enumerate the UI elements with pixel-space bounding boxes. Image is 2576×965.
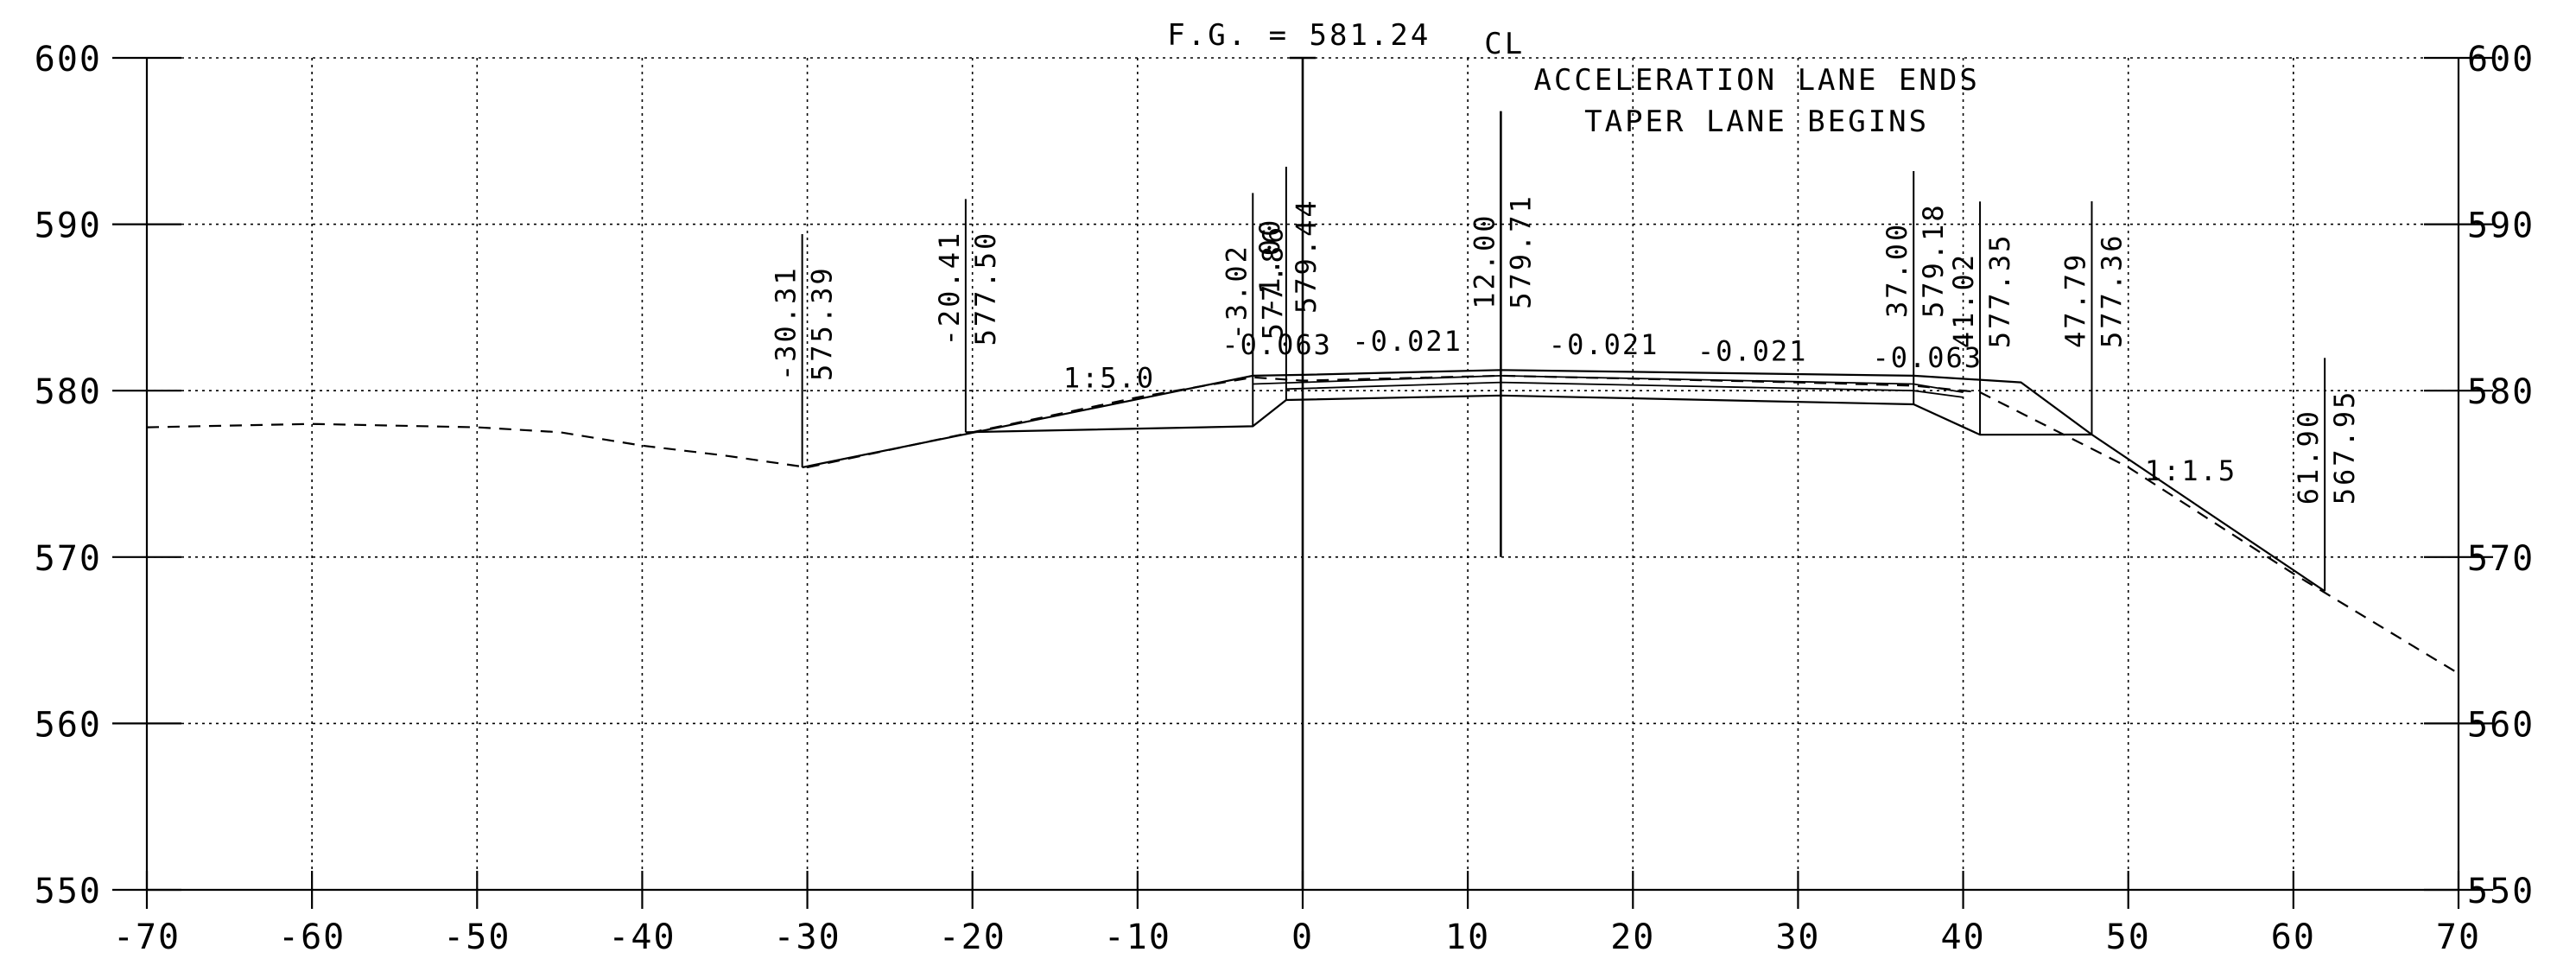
offset-value: -20.41 bbox=[933, 231, 966, 346]
finished-grade-label: F.G. = 581.24 bbox=[1167, 18, 1431, 53]
elevation-value: 579.44 bbox=[1290, 198, 1323, 314]
y-tick-label-right: 580 bbox=[2467, 372, 2535, 412]
elevation-value: 579.71 bbox=[1504, 194, 1537, 309]
y-tick-label-right: 600 bbox=[2467, 40, 2535, 79]
offset-value: 47.79 bbox=[2059, 252, 2091, 348]
offset-value: 61.90 bbox=[2292, 409, 2325, 505]
slope-label: -0.063 bbox=[1872, 341, 1983, 374]
note-taper-lane-begins: TAPER LANE BEGINS bbox=[1584, 105, 1929, 139]
elevation-value: 577.50 bbox=[969, 231, 1002, 346]
x-tick-label: -10 bbox=[1104, 917, 1171, 957]
y-axis-right: 550 560 570 580 590 600 bbox=[2424, 40, 2535, 911]
elevation-value: 575.39 bbox=[806, 265, 839, 381]
elevation-value: 577.36 bbox=[2095, 232, 2128, 348]
centerline-label: CL bbox=[1484, 27, 1525, 61]
finished-grade-line bbox=[802, 369, 2325, 593]
elevation-value: 579.18 bbox=[1917, 202, 1950, 318]
y-tick-label-left: 560 bbox=[35, 705, 102, 745]
pavement-layer-line bbox=[1253, 374, 1964, 393]
y-tick-label-right: 570 bbox=[2467, 539, 2535, 579]
x-tick-label: 70 bbox=[2436, 917, 2481, 957]
subgrade-line bbox=[965, 394, 2092, 436]
x-tick-label: -40 bbox=[608, 917, 676, 957]
y-tick-label-right: 560 bbox=[2467, 705, 2535, 745]
y-tick-label-left: 580 bbox=[35, 372, 102, 412]
x-tick-label: 40 bbox=[1940, 917, 1985, 957]
slope-label: -0.021 bbox=[1697, 335, 1808, 368]
y-tick-label-left: 590 bbox=[35, 206, 102, 246]
offset-labels: -30.31 575.39 -20.41 577.50 -3.02 577.86-1.00… bbox=[770, 162, 2361, 592]
x-tick-label: 0 bbox=[1291, 917, 1314, 957]
note-acceleration-lane-ends: ACCELERATION LANE ENDS bbox=[1533, 63, 1979, 98]
x-tick-label: 20 bbox=[1610, 917, 1655, 957]
slope-labels: 1:5.0 -0.063 -0.021 -0.021 -0.021 -0.063 1:1.5 bbox=[1063, 325, 2237, 487]
x-tick-label: -20 bbox=[939, 917, 1006, 957]
x-tick-label: -50 bbox=[443, 917, 511, 957]
x-tick-label: -60 bbox=[278, 917, 346, 957]
pavement-layer-line bbox=[1285, 381, 1964, 398]
x-tick-label: -30 bbox=[773, 917, 841, 957]
offset-value: 12.00 bbox=[1468, 213, 1501, 308]
x-tick-label: 60 bbox=[2271, 917, 2316, 957]
offset-value: -30.31 bbox=[770, 265, 803, 381]
y-tick-label-right: 590 bbox=[2467, 206, 2535, 246]
offset-value: -1.00 bbox=[1253, 218, 1286, 314]
elevation-value: 577.86 bbox=[1256, 225, 1289, 340]
elevation-value: 567.95 bbox=[2328, 390, 2361, 505]
elevation-value: 577.35 bbox=[1983, 233, 2016, 349]
y-axis-left: 550 560 570 580 590 600 bbox=[35, 40, 181, 911]
y-tick-label-left: 600 bbox=[35, 40, 102, 79]
x-tick-label: -70 bbox=[113, 917, 181, 957]
x-tick-label: 30 bbox=[1775, 917, 1820, 957]
slope-label: 1:1.5 bbox=[2145, 454, 2237, 487]
y-tick-label-right: 550 bbox=[2467, 872, 2535, 911]
offset-value: -3.02 bbox=[1220, 244, 1253, 340]
y-tick-label-left: 570 bbox=[35, 539, 102, 579]
slope-label: 1:5.0 bbox=[1063, 361, 1155, 394]
offset-value: 41.02 bbox=[1947, 252, 1980, 348]
offset-value: 37.00 bbox=[1881, 222, 1913, 318]
slope-label: -0.063 bbox=[1221, 328, 1332, 361]
slope-label: -0.021 bbox=[1352, 325, 1462, 358]
x-tick-label: 10 bbox=[1445, 917, 1490, 957]
centerline bbox=[1290, 56, 1502, 890]
slope-label: -0.021 bbox=[1549, 328, 1659, 361]
x-axis: -70 -60 -50 -40 -30 -20 -10 0 10 20 30 40 50 60 70 bbox=[113, 871, 2481, 957]
x-tick-label: 50 bbox=[2106, 917, 2151, 957]
y-tick-label-left: 550 bbox=[35, 872, 102, 911]
